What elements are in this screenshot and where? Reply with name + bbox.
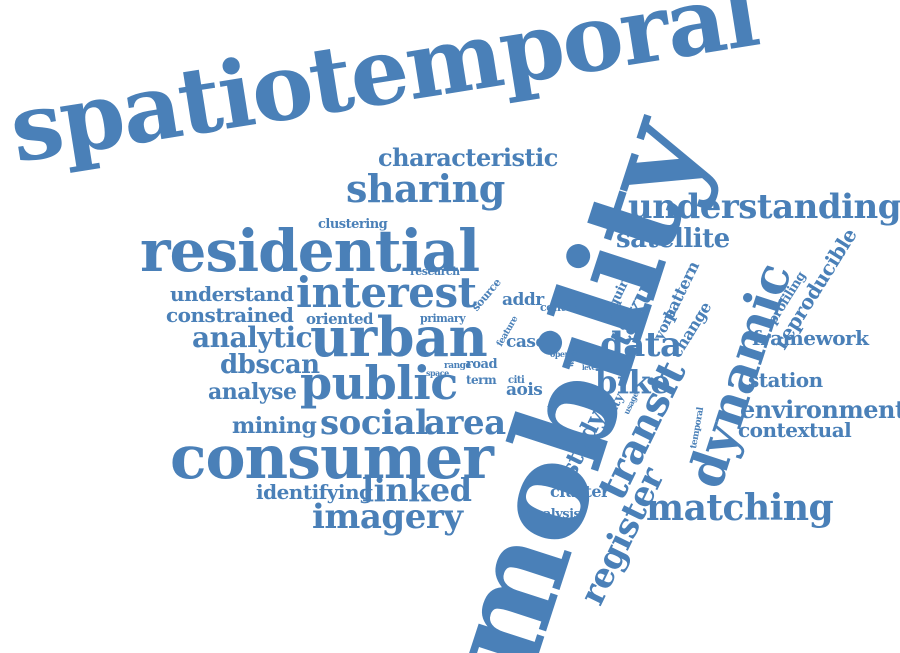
word-level: level <box>582 363 598 372</box>
word-mining: mining <box>232 413 317 439</box>
word-term: term <box>466 373 497 387</box>
word-matching: matching <box>646 487 834 529</box>
word-open: open <box>550 349 570 359</box>
word-station: station <box>748 368 823 392</box>
word-framework: framework <box>752 326 869 350</box>
word-contextual: contextual <box>738 418 852 442</box>
word-public: public <box>300 356 458 410</box>
word-space: space <box>426 368 449 378</box>
word-data: data <box>600 325 682 365</box>
word-understanding: understanding <box>628 187 900 227</box>
word-clustering: clustering <box>318 217 388 232</box>
word-social: social <box>320 403 428 443</box>
word-residential: residential <box>140 217 480 285</box>
word-research: research <box>410 265 460 278</box>
word-road: road <box>466 357 498 372</box>
word-bike: bike <box>595 363 671 401</box>
word-imagery: imagery <box>312 497 463 537</box>
word-cluster: cluster <box>550 482 609 501</box>
word-interest: interest <box>296 268 477 317</box>
word-environment: environment <box>740 395 900 424</box>
word-analyse: analyse <box>208 379 297 405</box>
word-dbscan: dbscan <box>220 350 320 380</box>
word-analysis: analysis <box>526 507 581 522</box>
word-analytic: analytic <box>192 321 313 354</box>
word-sharing: sharing <box>346 166 505 211</box>
word-context: context <box>540 301 583 314</box>
word-citi: citi <box>508 375 525 386</box>
word-linked: linked <box>362 471 472 509</box>
word-oriented: oriented <box>306 310 374 328</box>
word-area: area <box>424 403 506 443</box>
word-case: case <box>506 332 546 352</box>
word-characteristic: characteristic <box>378 143 558 172</box>
word-constrained: constrained <box>166 303 294 327</box>
word-range: range <box>444 361 471 371</box>
word-identifying: identifying <box>256 480 373 504</box>
word-aois: aois <box>506 380 543 400</box>
word-primary: primary <box>420 312 466 325</box>
word-addr: addr <box>502 290 544 310</box>
word-satellite: satellite <box>616 224 730 254</box>
word-understand: understand <box>170 282 294 306</box>
word-urban: urban <box>310 305 488 369</box>
word-consumer: consumer <box>170 423 494 493</box>
